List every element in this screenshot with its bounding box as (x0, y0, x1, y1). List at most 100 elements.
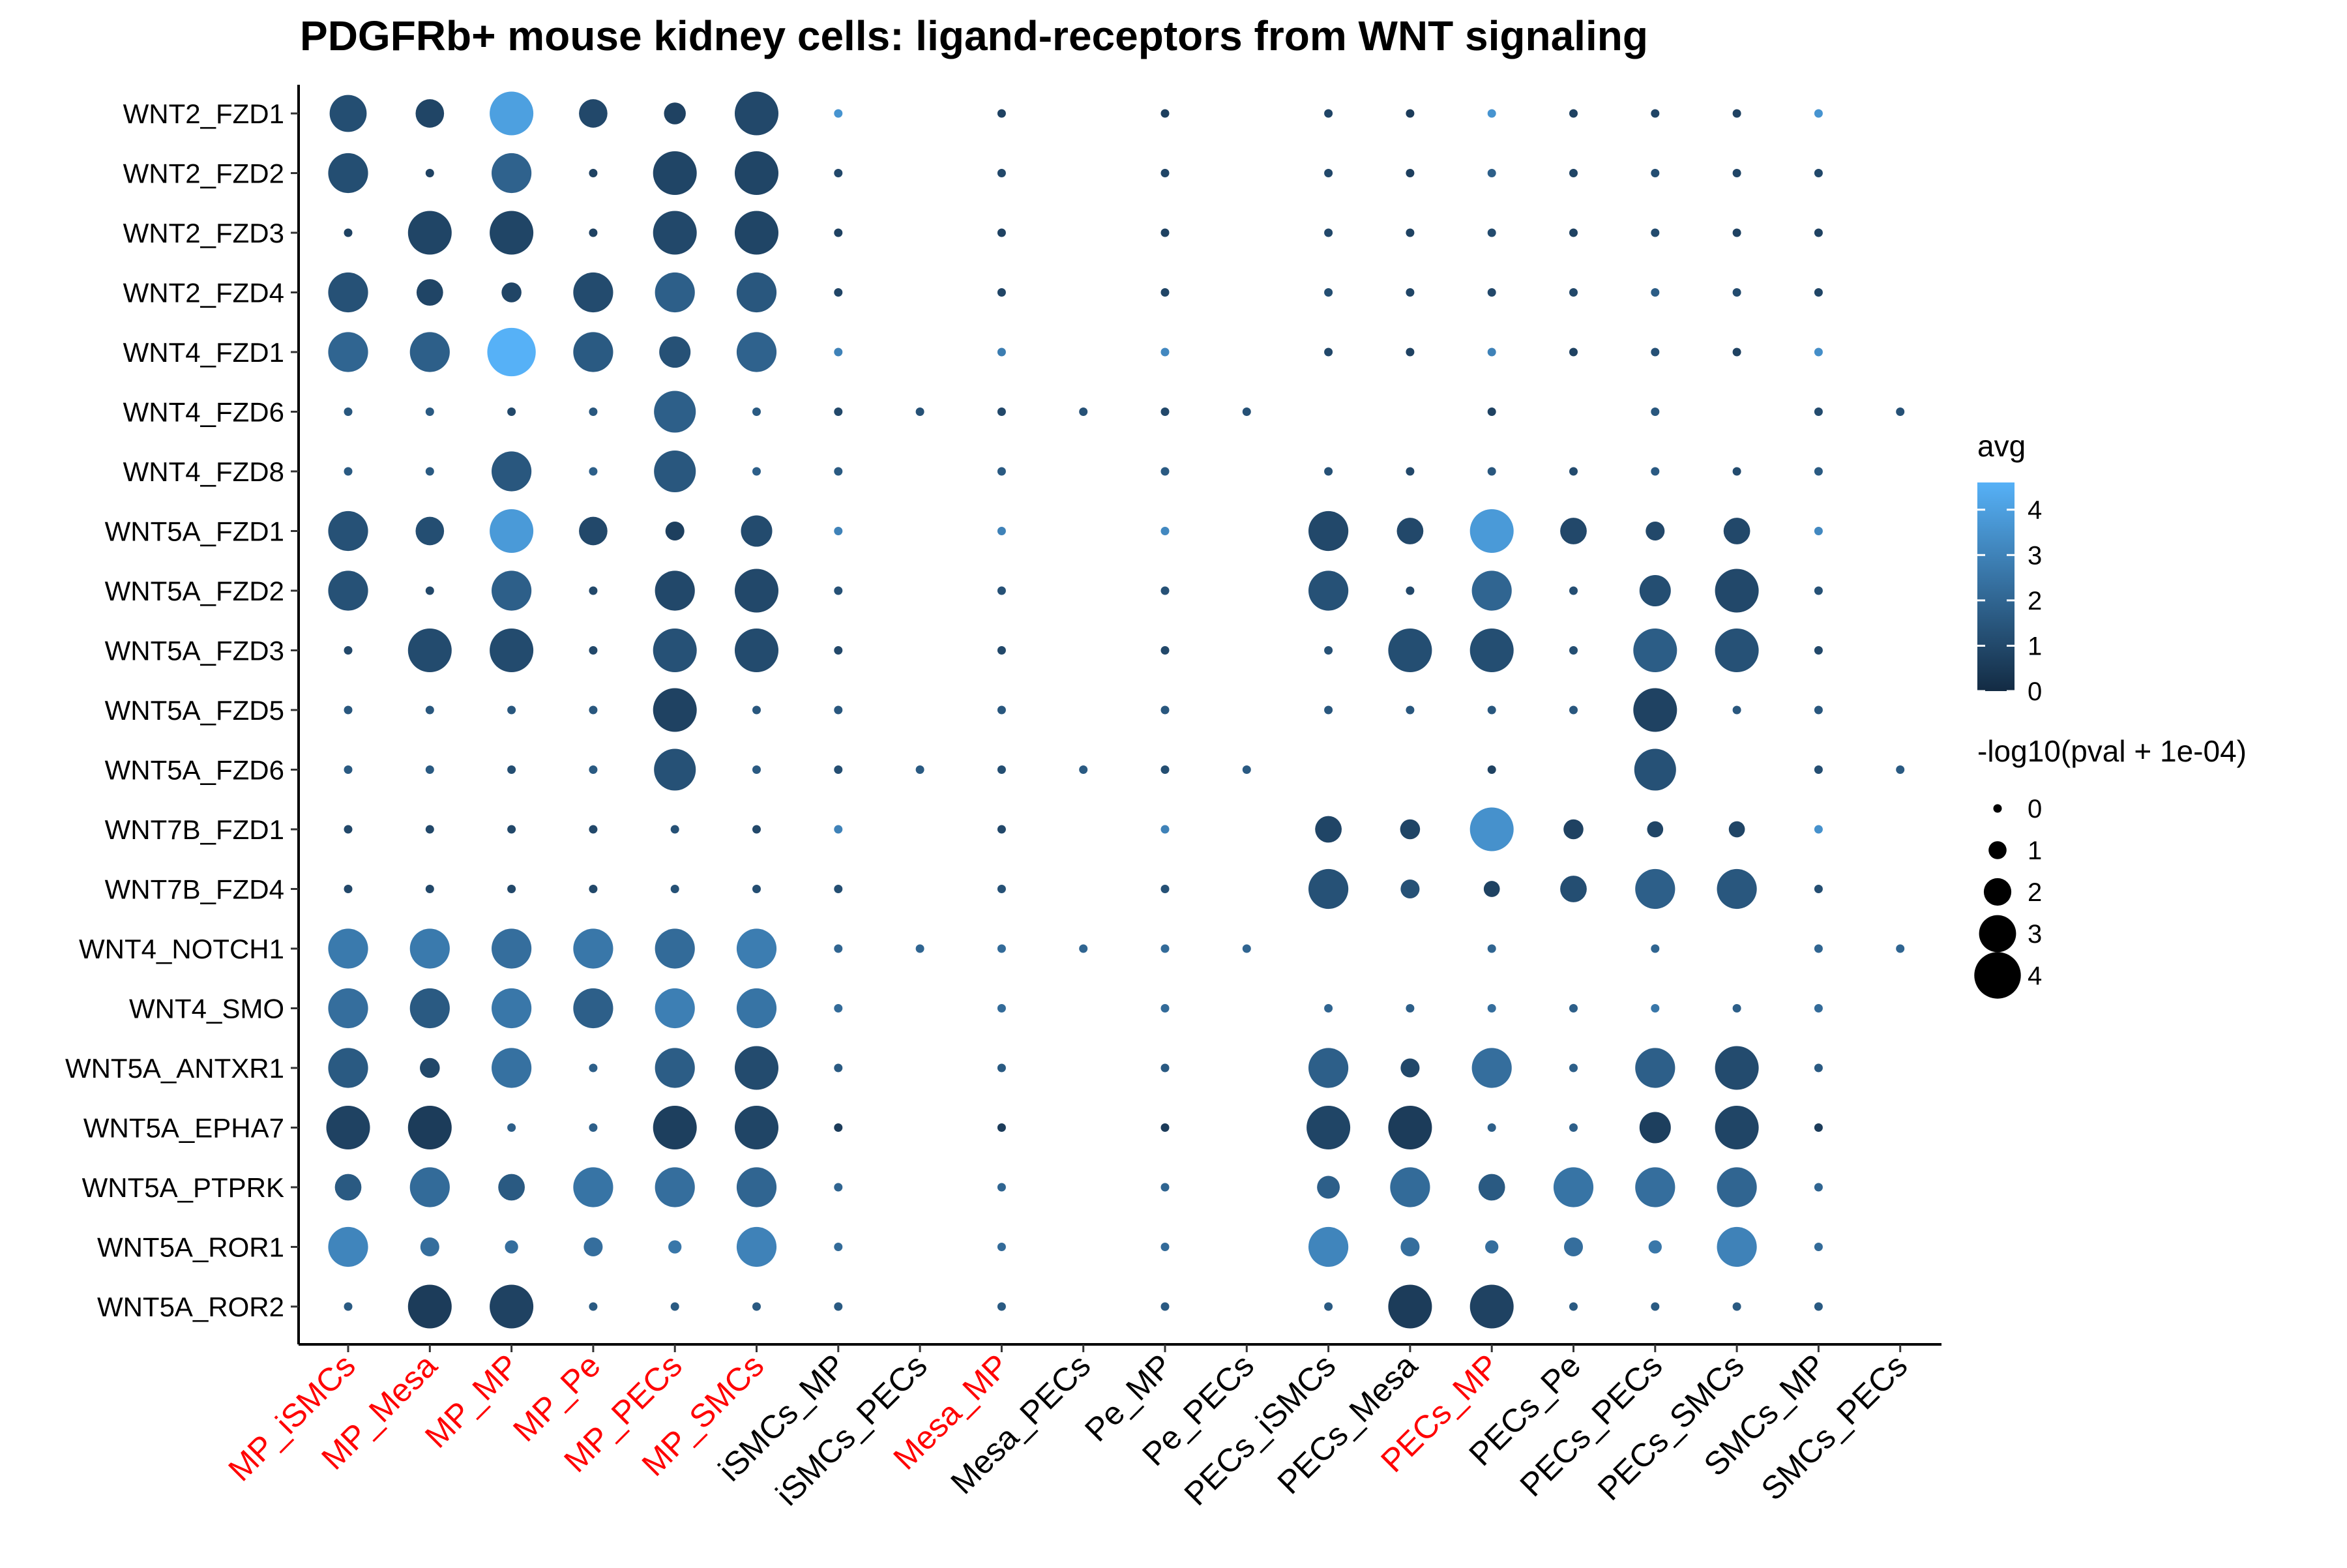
y-tick-label: WNT2_FZD1 (123, 98, 284, 129)
dot-point (507, 825, 516, 834)
dot-point (834, 1302, 843, 1311)
dot-point (1324, 109, 1333, 118)
dot-point (573, 988, 613, 1029)
dot-point (507, 885, 516, 893)
legend-size-label: 0 (2028, 795, 2042, 823)
dot-point (752, 885, 761, 893)
dot-point (1308, 510, 1349, 552)
y-tick-label: WNT2_FZD3 (123, 218, 284, 248)
dot-point (834, 407, 843, 416)
dot-point (736, 928, 777, 969)
dot-point (1469, 509, 1514, 554)
dot-point (655, 272, 695, 313)
plot-area: WNT2_FZD1 WNT2_FZD2 WNT2_FZD3 WNT2_FZD4 WNT4… (65, 85, 1941, 1513)
dot-point (1569, 169, 1578, 177)
dot-point (1569, 228, 1578, 237)
dot-point (1633, 628, 1677, 673)
dot-point (1651, 944, 1660, 953)
dot-point (1242, 407, 1251, 416)
y-tick-label: WNT5A_FZD5 (105, 695, 284, 726)
legend-size-dot (1979, 915, 2016, 953)
dot-point (1406, 1004, 1415, 1013)
dot-point (1400, 879, 1420, 899)
dot-point (752, 407, 761, 416)
dot-point (1569, 109, 1578, 118)
dot-point (734, 211, 779, 255)
dot-point (997, 407, 1006, 416)
dot-point (670, 825, 679, 834)
dot-point (589, 228, 598, 237)
dot-point (1569, 1063, 1578, 1072)
dot-point (734, 91, 779, 136)
dot-point (425, 586, 434, 595)
dot-point (1553, 1167, 1594, 1207)
dot-point (834, 1123, 843, 1132)
dot-point (1160, 944, 1170, 953)
dot-point (734, 569, 779, 613)
dot-point (589, 705, 598, 715)
dot-point (1469, 807, 1514, 851)
dot-point (1814, 705, 1823, 715)
dot-point (1569, 646, 1578, 655)
dot-point (1160, 586, 1170, 595)
dot-point (1732, 348, 1741, 357)
dot-point (498, 1174, 525, 1201)
dot-point (752, 765, 761, 774)
dot-point (1717, 868, 1757, 910)
dot-point (670, 1302, 679, 1311)
dot-point (1715, 628, 1759, 673)
dot-point (1814, 109, 1823, 118)
dot-point (1471, 1048, 1512, 1088)
dot-point (420, 1058, 440, 1078)
dot-point (573, 272, 613, 313)
dot-point (1160, 288, 1170, 297)
dot-point (328, 153, 368, 194)
y-tick-label: WNT4_FZD6 (123, 397, 284, 428)
dot-point (1651, 467, 1660, 476)
dot-point (589, 1123, 598, 1132)
dot-point (589, 1063, 598, 1072)
dot-point (328, 332, 368, 372)
dot-point (1487, 109, 1496, 118)
dot-point (344, 407, 353, 416)
dot-point (425, 885, 434, 893)
dot-point (736, 272, 777, 313)
dot-point (915, 765, 924, 774)
dot-point (1715, 1105, 1759, 1150)
dot-point (834, 288, 843, 297)
dot-point (997, 1004, 1006, 1013)
dot-point (834, 885, 843, 893)
dot-point (1814, 825, 1823, 834)
dot-point (1717, 1226, 1757, 1267)
dot-point (507, 407, 516, 416)
legend-size-label: 4 (2028, 962, 2042, 990)
dot-point (1406, 288, 1415, 297)
dot-point (344, 1302, 353, 1311)
dot-point (834, 1004, 843, 1013)
dot-point (344, 228, 353, 237)
dot-point (344, 765, 353, 774)
dot-point (834, 169, 843, 177)
dot-point (409, 988, 450, 1029)
dot-point (1648, 1240, 1662, 1254)
dot-point (741, 515, 773, 547)
dot-point (734, 628, 779, 673)
dot-point (997, 1123, 1006, 1132)
dot-point (1560, 518, 1587, 544)
dot-point (573, 1167, 613, 1207)
dot-point (1160, 1123, 1170, 1132)
dot-point (668, 1240, 682, 1254)
dot-point (487, 327, 536, 377)
dot-point (589, 646, 598, 655)
dot-point (507, 765, 516, 774)
dot-point (409, 332, 450, 372)
dot-point (1487, 169, 1496, 177)
dot-point (1390, 1167, 1430, 1207)
dot-point (654, 391, 696, 433)
y-tick-label: WNT4_NOTCH1 (79, 934, 284, 964)
dot-point (1715, 1046, 1759, 1090)
dot-point (1732, 109, 1741, 118)
dot-point (997, 586, 1006, 595)
dot-point (579, 516, 608, 546)
dot-point (834, 825, 843, 834)
